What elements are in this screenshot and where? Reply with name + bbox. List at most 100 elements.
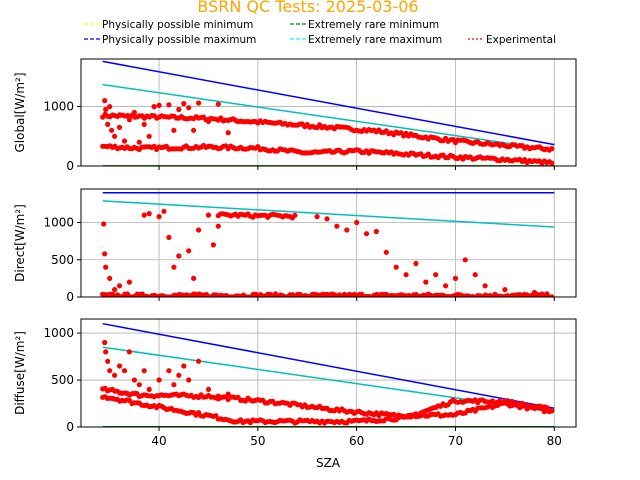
experimental-point bbox=[126, 349, 132, 355]
experimental-point bbox=[161, 208, 167, 214]
experimental-point bbox=[383, 249, 389, 255]
experimental-point bbox=[102, 339, 108, 346]
experimental-point bbox=[176, 253, 182, 259]
legend-label: Extremely rare maximum bbox=[308, 34, 442, 46]
panels: 0 1000 Global[W/m²] 0 500 1000 Direct[W/m²] 0 50… bbox=[13, 58, 577, 448]
y-axis-label: Direct[W/m²] bbox=[13, 204, 27, 282]
experimental-point bbox=[215, 396, 221, 402]
experimental-point bbox=[171, 264, 177, 270]
experimental-point bbox=[116, 363, 123, 369]
legend-item: Physically possible maximum bbox=[84, 34, 256, 46]
experimental-point bbox=[112, 133, 118, 139]
experimental-point bbox=[141, 121, 147, 127]
experimental-point bbox=[482, 283, 488, 289]
legend-item: Extremely rare maximum bbox=[290, 34, 442, 46]
axes-frame bbox=[80, 58, 577, 167]
legend-item: Extremely rare minimum bbox=[290, 19, 439, 31]
experimental-point bbox=[225, 391, 231, 397]
experimental-point bbox=[166, 102, 172, 108]
experimental-point bbox=[549, 407, 555, 413]
experimental-point bbox=[176, 372, 182, 378]
experimental-point bbox=[472, 272, 478, 278]
experimental-point bbox=[549, 294, 555, 297]
y-tick-label: 0 bbox=[66, 420, 74, 434]
experimental-point bbox=[225, 130, 231, 136]
experimental-point bbox=[191, 127, 197, 133]
experimental-point bbox=[109, 127, 115, 133]
experimental-point bbox=[171, 382, 177, 388]
experimental-point bbox=[205, 212, 212, 218]
experimental-point bbox=[354, 219, 360, 226]
experimental-point bbox=[116, 124, 123, 130]
legend-label: Extremely rare minimum bbox=[308, 19, 439, 31]
experimental-point bbox=[186, 377, 192, 383]
y-tick-label: 500 bbox=[51, 373, 74, 387]
x-tick-label: 80 bbox=[547, 434, 562, 448]
experimental-point bbox=[292, 212, 298, 218]
legend: Physically possible minimum Extremely rar… bbox=[84, 19, 556, 46]
experimental-point bbox=[146, 133, 152, 139]
experimental-point bbox=[141, 368, 147, 374]
axes-frame bbox=[80, 318, 577, 428]
experimental-point bbox=[549, 160, 555, 166]
y-tick-label: 0 bbox=[66, 290, 74, 304]
experimental-point bbox=[176, 106, 182, 113]
experimental-point bbox=[126, 117, 132, 123]
experimental-point bbox=[443, 283, 449, 289]
panel: 0 500 1000 Direct[W/m²] bbox=[13, 188, 577, 304]
experimental-point bbox=[334, 223, 340, 229]
experimental-point bbox=[103, 264, 109, 270]
experimental-point bbox=[210, 242, 216, 248]
experimental-point bbox=[105, 358, 111, 364]
experimental-point bbox=[186, 105, 192, 111]
experimental-point bbox=[205, 118, 212, 124]
y-axis-label: Diffuse[W/m²] bbox=[13, 331, 27, 415]
panel: 0 500 1000 40 50 60 70 80 Diffuse[W/m²] bbox=[13, 318, 577, 448]
experimental-point bbox=[215, 223, 221, 229]
experimental-point bbox=[126, 279, 132, 285]
experimental-point bbox=[151, 104, 157, 110]
panel: 0 1000 Global[W/m²] bbox=[13, 58, 577, 173]
x-tick-label: 40 bbox=[151, 434, 166, 448]
experimental-point bbox=[344, 227, 350, 233]
experimental-point bbox=[107, 104, 113, 110]
plot-area bbox=[100, 60, 555, 166]
experimental-point bbox=[107, 275, 113, 281]
experimental-point bbox=[131, 109, 137, 116]
legend-label: Physically possible minimum bbox=[102, 19, 253, 31]
y-tick-label: 1000 bbox=[43, 216, 74, 230]
legend-item: Physically possible minimum bbox=[84, 19, 253, 31]
experimental-point bbox=[136, 382, 142, 388]
experimental-point bbox=[196, 100, 202, 106]
experimental-point bbox=[191, 275, 197, 281]
y-tick-label: 500 bbox=[51, 253, 74, 267]
experimental-point bbox=[531, 289, 538, 296]
x-axis-label: SZA bbox=[316, 456, 341, 470]
y-tick-label: 1000 bbox=[43, 100, 74, 114]
experimental-point bbox=[324, 216, 330, 222]
experimental-point bbox=[141, 212, 147, 218]
experimental-point bbox=[171, 127, 177, 133]
x-tick-label: 50 bbox=[250, 434, 265, 448]
experimental-point bbox=[121, 138, 128, 144]
axes-frame bbox=[80, 188, 577, 298]
experimental-point bbox=[502, 287, 508, 293]
experimental-point bbox=[181, 101, 187, 107]
experimental-point bbox=[186, 248, 192, 254]
experimental-point bbox=[101, 221, 107, 227]
limit-line bbox=[102, 83, 555, 151]
experimental-point bbox=[413, 260, 419, 267]
experimental-point bbox=[102, 251, 108, 257]
experimental-point bbox=[156, 214, 162, 220]
experimental-point bbox=[102, 98, 108, 104]
experimental-point bbox=[121, 368, 128, 374]
experimental-point bbox=[112, 287, 118, 293]
x-tick-label: 70 bbox=[448, 434, 463, 448]
experimental-point bbox=[103, 106, 109, 113]
experimental-point bbox=[196, 227, 202, 233]
experimental-point bbox=[205, 386, 212, 392]
experimental-point bbox=[393, 264, 399, 270]
experimental-point bbox=[314, 214, 320, 220]
experimental-point bbox=[452, 275, 459, 281]
y-axis-label: Global[W/m²] bbox=[13, 72, 27, 152]
